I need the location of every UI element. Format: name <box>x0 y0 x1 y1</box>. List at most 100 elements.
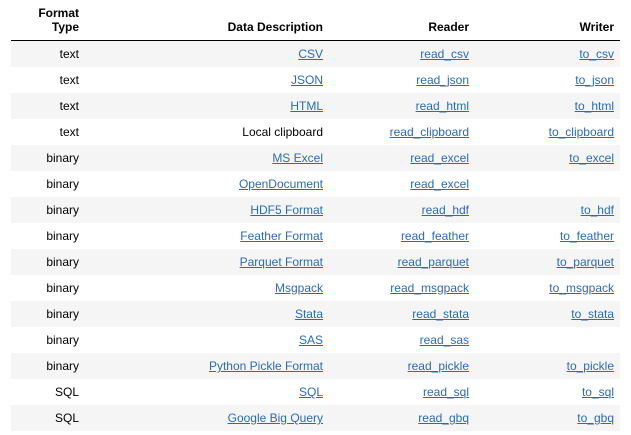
cell-writer: to_excel <box>475 145 620 171</box>
table-row: binary HDF5 Format read_hdf to_hdf <box>11 197 620 223</box>
writer-link[interactable]: to_stata <box>571 307 614 321</box>
header-data-description: Data Description <box>85 4 329 41</box>
cell-writer: to_hdf <box>475 197 620 223</box>
description-link[interactable]: Msgpack <box>274 281 323 295</box>
cell-format-type: binary <box>11 327 85 353</box>
writer-link[interactable]: to_html <box>574 99 614 113</box>
table-row: binary OpenDocument read_excel <box>11 171 620 197</box>
writer-link[interactable]: to_parquet <box>556 255 614 269</box>
cell-format-type: binary <box>11 353 85 379</box>
table-row: binary Msgpack read_msgpack to_msgpack <box>11 275 620 301</box>
cell-data-description: HTML <box>85 93 329 119</box>
reader-link[interactable]: read_stata <box>412 307 469 321</box>
writer-link[interactable]: to_json <box>575 73 614 87</box>
writer-link[interactable]: to_pickle <box>566 359 614 373</box>
reader-link[interactable]: read_csv <box>420 47 469 61</box>
reader-link[interactable]: read_json <box>416 73 469 87</box>
description-link[interactable]: Google Big Query <box>227 411 323 425</box>
description-link[interactable]: HTML <box>290 99 323 113</box>
cell-reader: read_msgpack <box>329 275 475 301</box>
description-link[interactable]: Feather Format <box>240 229 323 243</box>
writer-link[interactable]: to_feather <box>559 229 614 243</box>
description-link[interactable]: SQL <box>298 385 323 399</box>
cell-writer: to_clipboard <box>475 119 620 145</box>
description-link[interactable]: CSV <box>298 47 323 61</box>
cell-format-type: binary <box>11 197 85 223</box>
cell-reader: read_excel <box>329 145 475 171</box>
description-link[interactable]: JSON <box>290 73 323 87</box>
cell-format-type: binary <box>11 223 85 249</box>
cell-data-description: CSV <box>85 40 329 67</box>
table-body: text CSV read_csv to_csv text JSON read_json to… <box>11 40 620 431</box>
header-format-type-line2: Type <box>51 20 79 34</box>
cell-writer: to_feather <box>475 223 620 249</box>
header-format-type: Format Type <box>11 4 85 41</box>
writer-link[interactable]: to_sql <box>581 385 614 399</box>
cell-data-description: SQL <box>85 379 329 405</box>
cell-reader: read_parquet <box>329 249 475 275</box>
table-row: binary Feather Format read_feather to_feath… <box>11 223 620 249</box>
reader-link[interactable]: read_html <box>415 99 469 113</box>
table-row: SQL SQL read_sql to_sql <box>11 379 620 405</box>
writer-link[interactable]: to_csv <box>579 47 614 61</box>
reader-link[interactable]: read_parquet <box>397 255 469 269</box>
reader-link[interactable]: read_clipboard <box>389 125 469 139</box>
cell-format-type: binary <box>11 249 85 275</box>
description-link[interactable]: Python Pickle Format <box>208 359 323 373</box>
cell-data-description: Msgpack <box>85 275 329 301</box>
table-row: binary Stata read_stata to_stata <box>11 301 620 327</box>
reader-link[interactable]: read_gbq <box>418 411 469 425</box>
cell-reader: read_gbq <box>329 405 475 431</box>
cell-format-type: binary <box>11 275 85 301</box>
cell-writer: to_csv <box>475 40 620 67</box>
cell-format-type: SQL <box>11 379 85 405</box>
reader-link[interactable]: read_excel <box>410 151 469 165</box>
cell-reader: read_sql <box>329 379 475 405</box>
reader-link[interactable]: read_excel <box>410 177 469 191</box>
writer-link[interactable]: to_excel <box>569 151 614 165</box>
reader-link[interactable]: read_sql <box>422 385 469 399</box>
reader-link[interactable]: read_pickle <box>407 359 469 373</box>
table-row: text Local clipboard read_clipboard to_clip… <box>11 119 620 145</box>
cell-format-type: text <box>11 40 85 67</box>
cell-reader: read_sas <box>329 327 475 353</box>
header-writer: Writer <box>475 4 620 41</box>
cell-format-type: binary <box>11 145 85 171</box>
description-link[interactable]: Parquet Format <box>239 255 323 269</box>
cell-writer: to_gbq <box>475 405 620 431</box>
io-tools-table: Format Type Data Description Reader Writ… <box>11 4 620 431</box>
cell-reader: read_stata <box>329 301 475 327</box>
cell-data-description: Google Big Query <box>85 405 329 431</box>
table-row: binary Python Pickle Format read_pickle to_… <box>11 353 620 379</box>
cell-reader: read_clipboard <box>329 119 475 145</box>
description-link[interactable]: HDF5 Format <box>250 203 323 217</box>
cell-data-description: SAS <box>85 327 329 353</box>
writer-link[interactable]: to_msgpack <box>549 281 614 295</box>
cell-data-description: Feather Format <box>85 223 329 249</box>
writer-link[interactable]: to_clipboard <box>548 125 614 139</box>
description-link[interactable]: OpenDocument <box>238 177 323 191</box>
table-row: binary SAS read_sas <box>11 327 620 353</box>
description-link[interactable]: Stata <box>294 307 323 321</box>
cell-data-description: Parquet Format <box>85 249 329 275</box>
cell-data-description: HDF5 Format <box>85 197 329 223</box>
cell-format-type: binary <box>11 301 85 327</box>
cell-data-description: OpenDocument <box>85 171 329 197</box>
table-row: text JSON read_json to_json <box>11 67 620 93</box>
reader-link[interactable]: read_sas <box>419 333 469 347</box>
cell-format-type: text <box>11 67 85 93</box>
header-reader: Reader <box>329 4 475 41</box>
cell-reader: read_feather <box>329 223 475 249</box>
description-link[interactable]: MS Excel <box>272 151 323 165</box>
reader-link[interactable]: read_hdf <box>421 203 469 217</box>
cell-data-description: Local clipboard <box>85 119 329 145</box>
reader-link[interactable]: read_msgpack <box>390 281 469 295</box>
writer-link[interactable]: to_gbq <box>577 411 614 425</box>
cell-writer: to_stata <box>475 301 620 327</box>
table-header: Format Type Data Description Reader Writ… <box>11 4 620 41</box>
writer-link[interactable]: to_hdf <box>580 203 614 217</box>
reader-link[interactable]: read_feather <box>400 229 469 243</box>
cell-reader: read_json <box>329 67 475 93</box>
description-link[interactable]: SAS <box>298 333 323 347</box>
